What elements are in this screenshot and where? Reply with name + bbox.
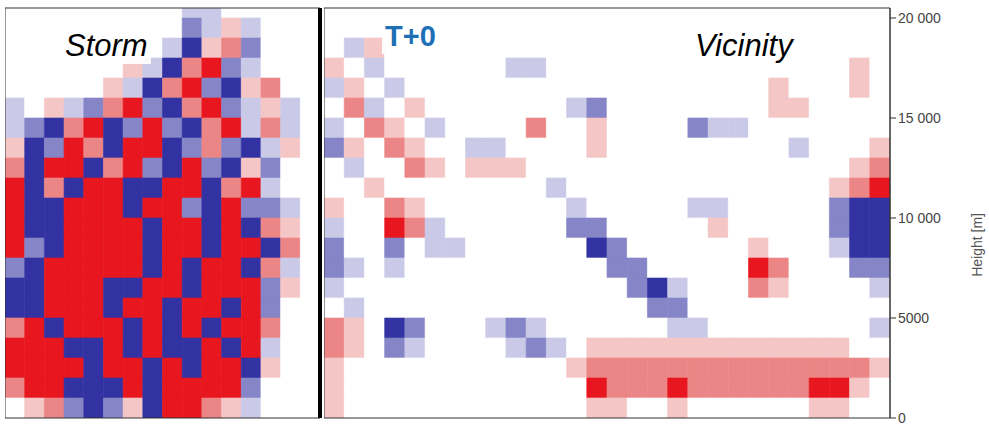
svg-text:20 000: 20 000 (898, 10, 941, 26)
svg-text:5000: 5000 (898, 310, 929, 326)
svg-text:0: 0 (898, 410, 906, 426)
svg-text:10 000: 10 000 (898, 210, 941, 226)
html-text:Vicinity: Vicinity (695, 28, 793, 63)
svg-text:15 000: 15 000 (898, 110, 941, 126)
svg-text:Height [m]: Height [m] (969, 213, 985, 277)
html-text:T+0: T+0 (385, 20, 436, 52)
html-text:Storm: Storm (65, 28, 148, 63)
